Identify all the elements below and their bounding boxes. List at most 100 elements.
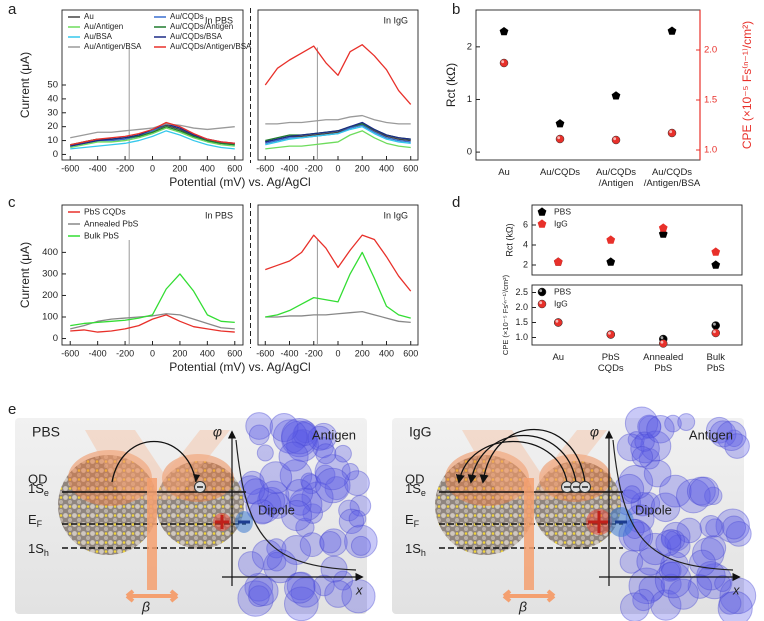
antigen-blob: [664, 414, 682, 433]
x-tick-label: -200: [305, 348, 323, 358]
category-line: Au/CQDs: [652, 167, 692, 178]
data-point: [611, 91, 621, 100]
antigen-blob: [715, 508, 750, 543]
x-axis-label: Potential (mV) vs. Ag/AgCl: [169, 360, 310, 374]
antigen-blob: [636, 547, 665, 576]
antigen-label: Antigen: [312, 427, 356, 442]
antigen-blob: [266, 551, 287, 572]
x-tick-label: -400: [281, 348, 299, 358]
x-category-label: Annealed PbS: [643, 352, 683, 374]
annotation: In IgG: [383, 210, 408, 220]
x-tick-label: 200: [172, 163, 187, 173]
level-label: 1Sh: [405, 541, 426, 558]
y-tick-label: 1.0: [515, 332, 528, 342]
level-label: 1Se: [405, 481, 426, 498]
plot-frame: [531, 284, 743, 346]
category-line: Au: [498, 167, 510, 178]
x-tick-label: 400: [379, 348, 394, 358]
antigen-blob: [654, 561, 692, 599]
x-tick-label: -200: [116, 348, 134, 358]
antigen-blob: [634, 431, 655, 452]
antigen-blob: [675, 478, 711, 514]
data-line: [70, 313, 235, 330]
antigen-blob: [310, 422, 338, 450]
y-tick-label: 2: [467, 41, 472, 52]
legend-label: IgG: [554, 218, 568, 228]
y-tick-label: 6: [523, 219, 528, 229]
antigen-blob: [258, 480, 290, 512]
marker-highlight: [660, 336, 664, 340]
marker-highlight: [539, 301, 543, 305]
panel-label: a: [8, 1, 17, 18]
antigen-blob: [281, 420, 318, 458]
plot-frame: [257, 204, 419, 346]
y-tick-label: 400: [42, 247, 58, 258]
antigen-blob: [632, 588, 655, 612]
data-point: [499, 58, 509, 68]
antigen-blob: [278, 441, 309, 472]
antigen-blob: [658, 559, 682, 582]
antigen-blob: [705, 416, 733, 444]
x-tick-label: 400: [200, 348, 215, 358]
beta-arrow: [502, 589, 556, 603]
antigen-blob: [263, 549, 298, 584]
y-tick-label: 1: [467, 94, 472, 105]
antigen-blob: [248, 585, 270, 608]
data-point: [606, 235, 616, 244]
level-sub: h: [421, 548, 426, 558]
x-label: x: [355, 582, 363, 597]
antigen-blob: [338, 499, 360, 522]
y-tick-label: 30: [47, 107, 58, 118]
marker-highlight: [713, 330, 716, 334]
antigen-blob: [294, 420, 317, 444]
data-point: [499, 26, 509, 36]
data-point: [667, 26, 677, 35]
x-tick-label: 600: [227, 163, 242, 173]
x-category-label: PbS CQDs: [598, 352, 624, 374]
x-tick-label: 200: [172, 348, 187, 358]
antigen-blob: [341, 462, 360, 481]
y-tick-label: 0: [467, 147, 472, 158]
x-category-label: Au: [498, 167, 510, 178]
antigen-blob: [700, 535, 727, 561]
x-tick-label: 600: [403, 348, 418, 358]
antigen-blob: [630, 491, 655, 517]
y-axis-label: Current (μA): [18, 52, 32, 118]
legend-label: Au/CQDs: [170, 12, 204, 21]
panel-label: c: [8, 194, 16, 211]
category-line: /Antigen/BSA: [644, 178, 701, 189]
legend-label: Au/Antigen/BSA: [84, 42, 142, 51]
y2-tick-label: 2.0: [704, 45, 717, 56]
x-tick-label: -600: [256, 163, 274, 173]
antigen-blob: [344, 524, 378, 559]
antigen-blob: [256, 444, 274, 462]
y-tick-label: 2: [523, 259, 528, 269]
x-axis-label: Potential (mV) vs. Ag/AgCl: [169, 175, 310, 189]
category-line: Bulk: [707, 352, 726, 363]
antigen-blob: [692, 537, 725, 570]
y-axis-label: CPE (×10⁻⁵ Fs⁽ⁿ⁻¹⁾/cm²): [501, 274, 510, 355]
antigen-blob: [661, 521, 691, 552]
x-tick-label: -200: [305, 163, 323, 173]
antigen-blob: [312, 436, 334, 459]
qd-sphere: [58, 455, 158, 555]
legend-label: PBS: [554, 286, 571, 296]
antigen-blob: [638, 415, 662, 439]
x-tick-label: 600: [403, 163, 418, 173]
level-sub: F: [37, 519, 43, 529]
y-axis-label: Rct (kΩ): [504, 223, 514, 256]
antigen-blob: [667, 578, 699, 610]
y2-tick-label: 1.0: [704, 145, 717, 156]
antigen-blob: [638, 575, 665, 602]
x-tick-label: 0: [335, 348, 340, 358]
beta-label: β: [518, 599, 527, 615]
legend-symbol: [537, 287, 547, 297]
antigen-blob: [288, 487, 323, 522]
antigen-blob: [689, 476, 720, 507]
panel-label: e: [8, 401, 16, 418]
y-tick-label: 0: [53, 333, 58, 344]
antigen-blob: [350, 535, 371, 556]
phi-label: φ: [590, 424, 599, 440]
antigen-blob: [709, 420, 737, 448]
